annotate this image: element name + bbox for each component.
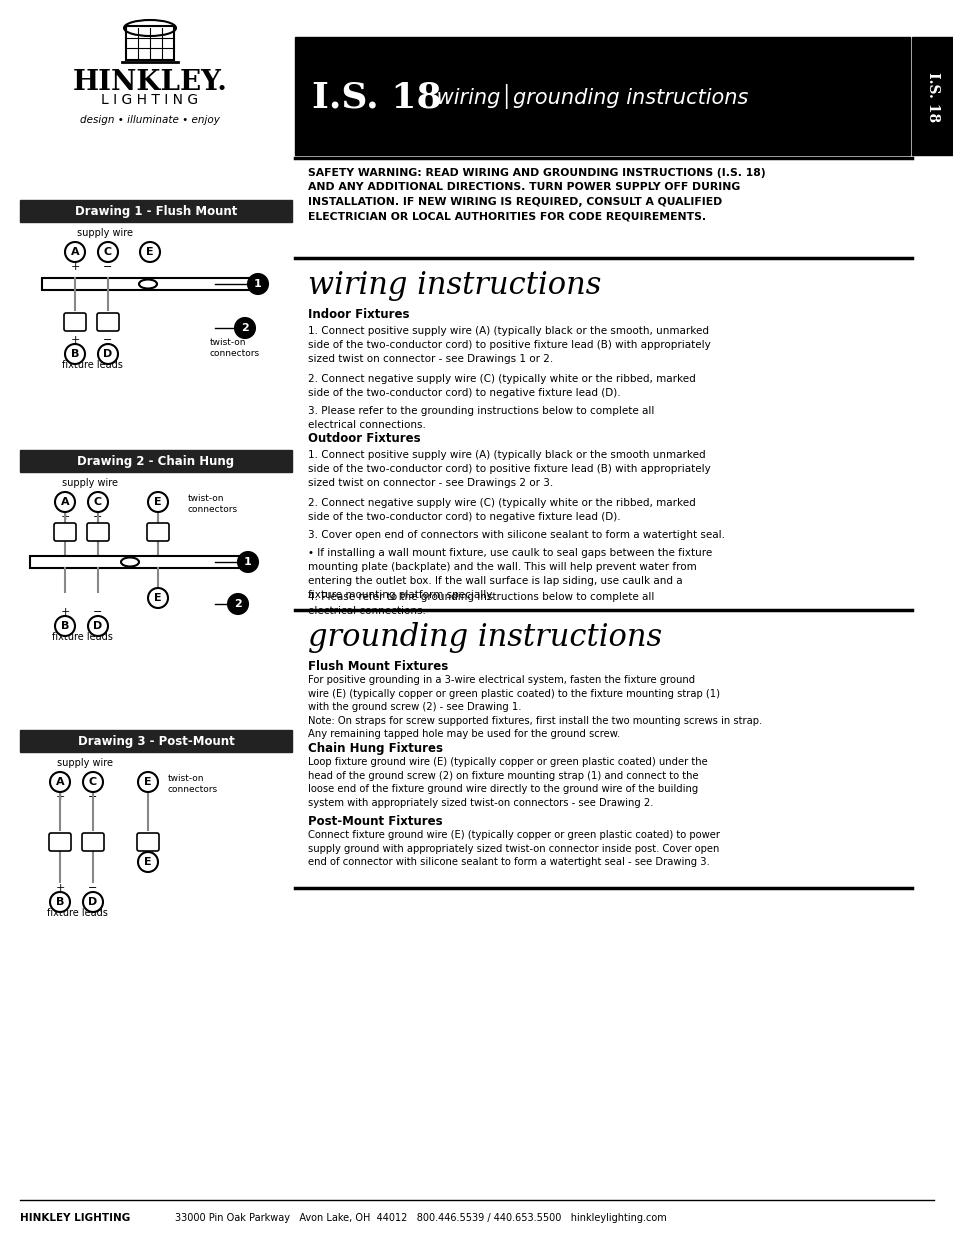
Text: 4. Please refer to the grounding instructions below to complete all
electrical c: 4. Please refer to the grounding instruc… [308, 592, 654, 616]
Text: supply wire: supply wire [62, 478, 118, 488]
Text: E: E [146, 247, 153, 257]
Text: Chain Hung Fixtures: Chain Hung Fixtures [308, 742, 442, 755]
Text: Post-Mount Fixtures: Post-Mount Fixtures [308, 815, 442, 827]
Text: +: + [60, 606, 70, 618]
Ellipse shape [139, 279, 157, 289]
Text: HINKLEY.: HINKLEY. [72, 68, 227, 95]
Bar [126, 26, 173, 61]
Text: A: A [71, 247, 79, 257]
Circle shape [88, 492, 108, 513]
Text: A: A [61, 496, 70, 508]
Circle shape [248, 274, 268, 294]
Text: HINKLEY LIGHTING: HINKLEY LIGHTING [20, 1213, 131, 1223]
Circle shape [237, 552, 257, 572]
Circle shape [138, 772, 158, 792]
Text: C: C [89, 777, 97, 787]
Circle shape [98, 345, 118, 364]
Text: supply wire: supply wire [57, 758, 112, 768]
Circle shape [55, 492, 75, 513]
Text: 33000 Pin Oak Parkway   Avon Lake, OH  44012   800.446.5539 / 440.653.5500   hin: 33000 Pin Oak Parkway Avon Lake, OH 4401… [174, 1213, 666, 1223]
Text: D: D [89, 897, 97, 906]
Text: Drawing 2 - Chain Hung: Drawing 2 - Chain Hung [77, 454, 234, 468]
Circle shape [88, 616, 108, 636]
Circle shape [98, 242, 118, 262]
Text: 1. Connect positive supply wire (A) (typically black or the smooth, unmarked
sid: 1. Connect positive supply wire (A) (typ… [308, 326, 710, 364]
Text: −: − [89, 883, 97, 893]
Text: E: E [144, 857, 152, 867]
Text: 1: 1 [244, 557, 252, 567]
Circle shape [50, 892, 70, 911]
Circle shape [83, 772, 103, 792]
Circle shape [140, 242, 160, 262]
Text: +: + [71, 335, 80, 345]
Circle shape [83, 892, 103, 911]
Text: −: − [93, 513, 103, 522]
Bar [30, 556, 240, 568]
Text: wiring│grounding instructions: wiring│grounding instructions [430, 84, 747, 110]
Text: 3. Cover open end of connectors with silicone sealant to form a watertight seal.: 3. Cover open end of connectors with sil… [308, 530, 724, 540]
Text: +: + [55, 792, 65, 802]
Text: +: + [60, 513, 70, 522]
Text: design • illuminate • enjoy: design • illuminate • enjoy [80, 115, 220, 125]
Bar [20, 730, 292, 752]
Text: 2: 2 [241, 324, 249, 333]
Circle shape [65, 242, 85, 262]
Text: B: B [56, 897, 64, 906]
Text: I.S. 18: I.S. 18 [312, 80, 441, 114]
Text: 1: 1 [253, 279, 262, 289]
Text: L I G H T I N G: L I G H T I N G [101, 93, 198, 107]
Text: grounding instructions: grounding instructions [308, 622, 661, 653]
Text: Flush Mount Fixtures: Flush Mount Fixtures [308, 659, 448, 673]
FancyBboxPatch shape [147, 522, 169, 541]
Text: Drawing 1 - Flush Mount: Drawing 1 - Flush Mount [74, 205, 237, 217]
Text: 2. Connect negative supply wire (C) (typically white or the ribbed, marked
side : 2. Connect negative supply wire (C) (typ… [308, 374, 695, 398]
Text: twist-on
connectors: twist-on connectors [210, 338, 260, 358]
Text: 2. Connect negative supply wire (C) (typically white or the ribbed, marked
side : 2. Connect negative supply wire (C) (typ… [308, 498, 695, 522]
Text: • If installing a wall mount fixture, use caulk to seal gaps between the fixture: • If installing a wall mount fixture, us… [308, 548, 712, 600]
Text: 2: 2 [233, 599, 242, 609]
Text: E: E [144, 777, 152, 787]
FancyBboxPatch shape [137, 832, 159, 851]
Bar [20, 450, 292, 472]
Text: E: E [154, 496, 162, 508]
Text: A: A [55, 777, 64, 787]
Text: −: − [103, 262, 112, 272]
Circle shape [228, 594, 248, 614]
Text: −: − [93, 606, 103, 618]
Text: twist-on
connectors: twist-on connectors [188, 494, 238, 514]
Circle shape [55, 616, 75, 636]
Bar [911, 37, 953, 156]
Bar [294, 37, 909, 156]
Circle shape [65, 345, 85, 364]
Text: Outdoor Fixtures: Outdoor Fixtures [308, 432, 420, 445]
Text: B: B [61, 621, 70, 631]
Text: SAFETY WARNING: READ WIRING AND GROUNDING INSTRUCTIONS (I.S. 18)
AND ANY ADDITIO: SAFETY WARNING: READ WIRING AND GROUNDIN… [308, 168, 765, 221]
FancyBboxPatch shape [82, 832, 104, 851]
Text: I.S. 18: I.S. 18 [925, 72, 939, 122]
Circle shape [234, 317, 254, 338]
Text: fixture leads: fixture leads [62, 359, 122, 370]
Text: +: + [55, 883, 65, 893]
Circle shape [50, 772, 70, 792]
Text: For positive grounding in a 3-wire electrical system, fasten the fixture ground
: For positive grounding in a 3-wire elect… [308, 676, 761, 740]
Text: 3. Please refer to the grounding instructions below to complete all
electrical c: 3. Please refer to the grounding instruc… [308, 406, 654, 430]
Circle shape [148, 588, 168, 608]
Circle shape [138, 852, 158, 872]
Text: D: D [103, 350, 112, 359]
Text: E: E [154, 593, 162, 603]
Text: Connect fixture ground wire (E) (typically copper or green plastic coated) to po: Connect fixture ground wire (E) (typical… [308, 830, 720, 867]
Text: fixture leads: fixture leads [51, 632, 112, 642]
Text: Indoor Fixtures: Indoor Fixtures [308, 308, 409, 321]
FancyBboxPatch shape [49, 832, 71, 851]
Circle shape [148, 492, 168, 513]
FancyBboxPatch shape [54, 522, 76, 541]
Text: B: B [71, 350, 79, 359]
FancyBboxPatch shape [87, 522, 109, 541]
Text: Loop fixture ground wire (E) (typically copper or green plastic coated) under th: Loop fixture ground wire (E) (typically … [308, 757, 707, 808]
Text: twist-on
connectors: twist-on connectors [168, 774, 218, 794]
Text: C: C [104, 247, 112, 257]
Ellipse shape [121, 557, 139, 567]
FancyBboxPatch shape [64, 312, 86, 331]
Text: wiring instructions: wiring instructions [308, 270, 600, 301]
Text: 1. Connect positive supply wire (A) (typically black or the smooth unmarked
side: 1. Connect positive supply wire (A) (typ… [308, 450, 710, 488]
